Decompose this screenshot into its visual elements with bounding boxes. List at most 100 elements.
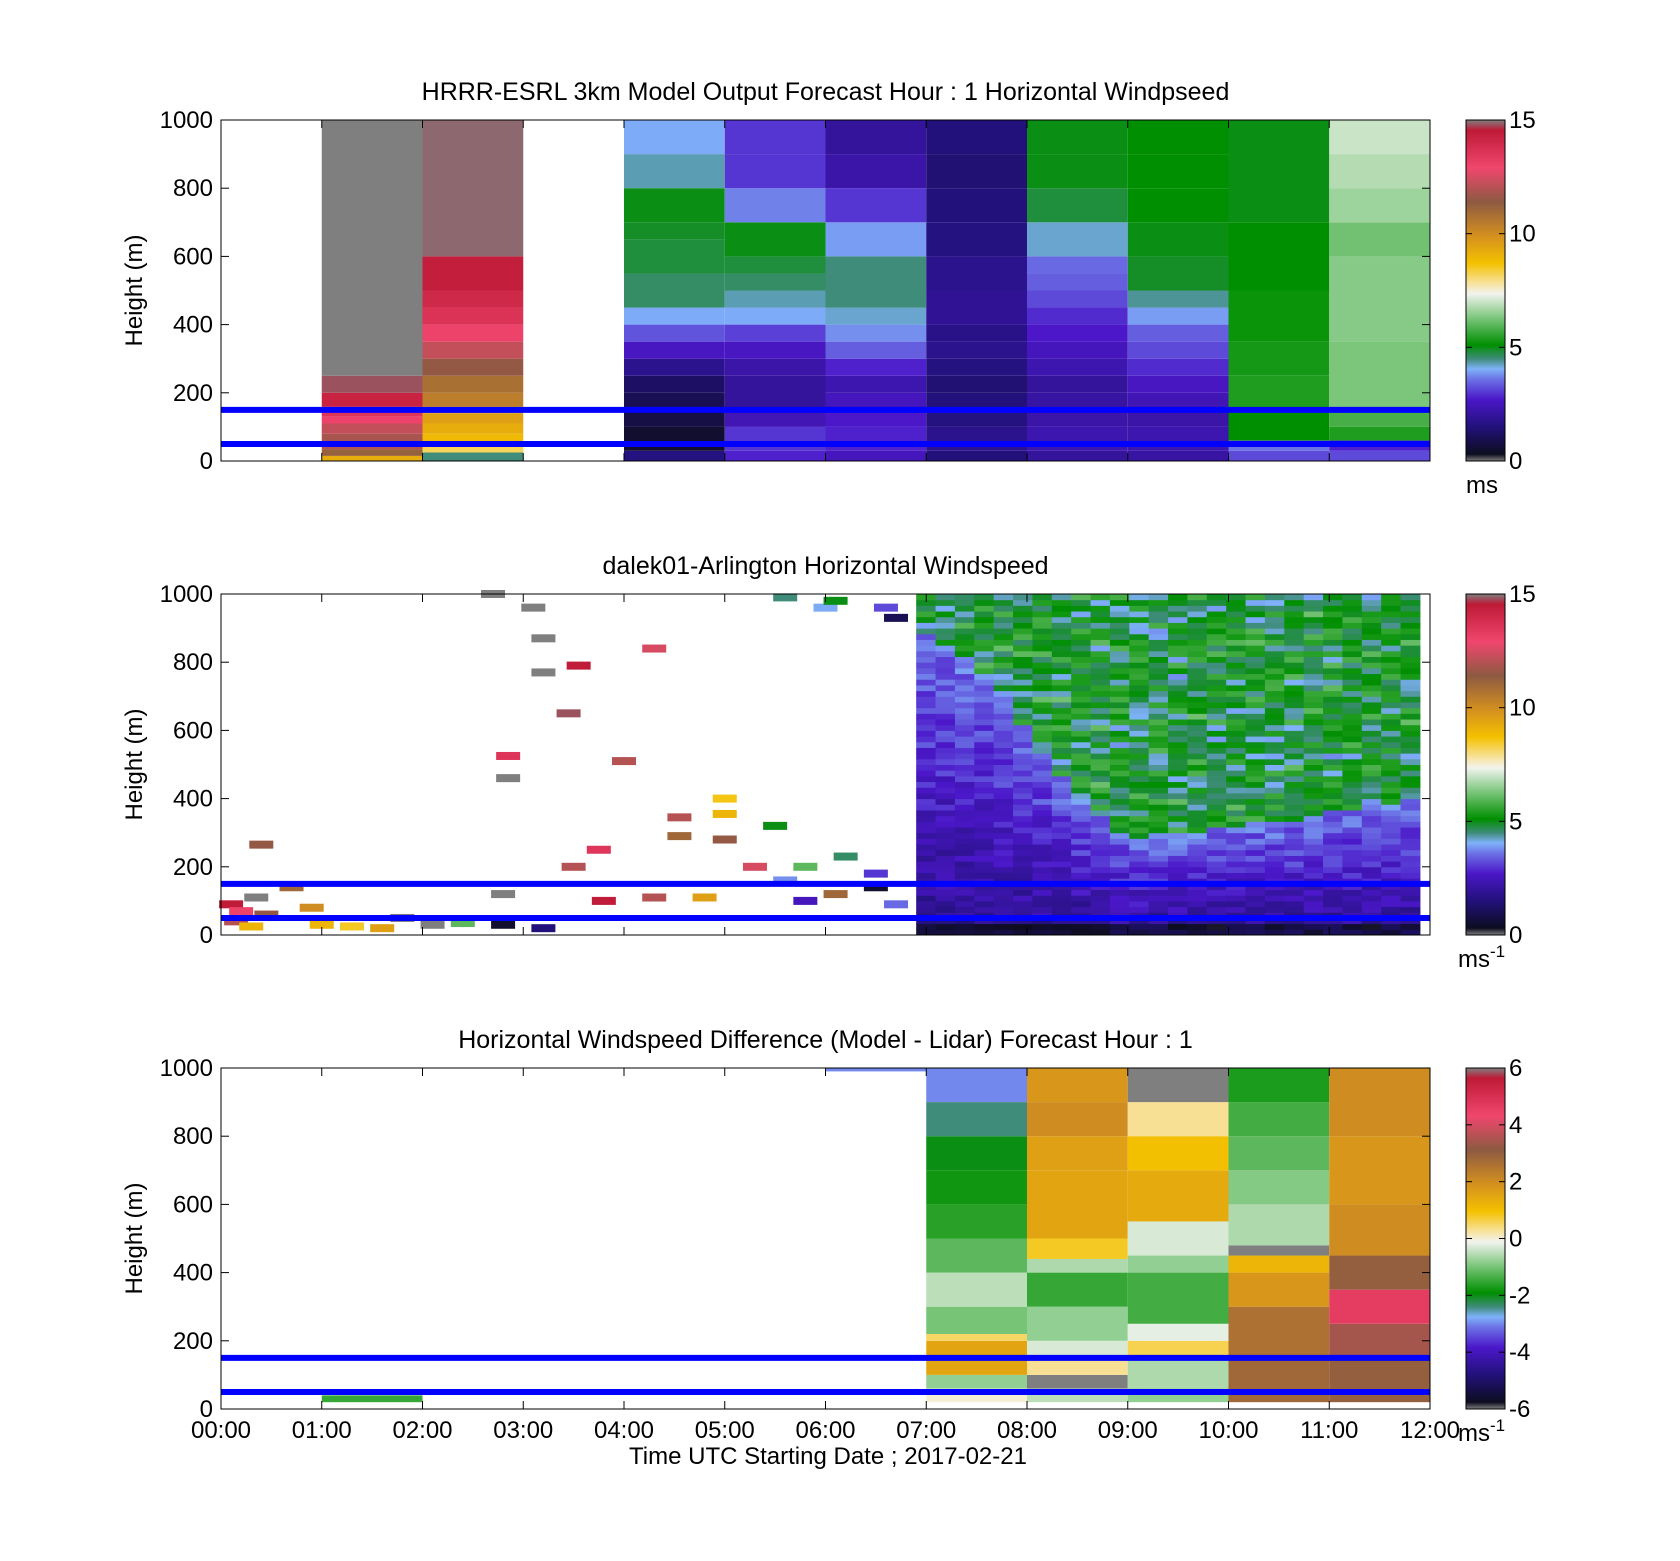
heatmap-cell [935, 633, 956, 640]
heatmap-cell [1187, 684, 1208, 692]
heatmap-cell [1032, 889, 1053, 896]
heatmap-cell [1109, 719, 1130, 726]
heatmap-cell [1303, 736, 1324, 743]
heatmap-cell [974, 929, 995, 936]
heatmap-cell [935, 929, 956, 936]
heatmap-cell [1303, 707, 1324, 714]
heatmap-cell [1206, 929, 1227, 936]
heatmap-cell [1051, 753, 1072, 760]
heatmap-cell [1342, 713, 1363, 720]
heatmap-cell [1284, 662, 1305, 669]
heatmap-cell [1206, 855, 1227, 862]
heatmap-cell [1342, 730, 1363, 737]
heatmap-cell [1090, 781, 1111, 788]
heatmap-cell [1148, 628, 1169, 635]
heatmap-cell [926, 1204, 1027, 1239]
lidar-observation [793, 896, 818, 905]
heatmap-cell [1400, 622, 1421, 629]
heatmap-cell [1303, 804, 1324, 811]
heatmap-cell [1109, 787, 1130, 794]
heatmap-cell [724, 273, 826, 291]
heatmap-cell [1013, 707, 1033, 714]
heatmap-cell [1027, 222, 1128, 257]
heatmap-cell [1129, 832, 1150, 839]
heatmap-cell [1090, 815, 1111, 822]
heatmap-cell [1090, 701, 1111, 709]
heatmap-cell [1187, 827, 1208, 834]
heatmap-cell [1226, 679, 1247, 686]
heatmap-cell [993, 787, 1014, 794]
heatmap-cell [1013, 804, 1033, 811]
heatmap-cell [1013, 690, 1033, 697]
heatmap-cell [1381, 684, 1402, 692]
heatmap-cell [1361, 758, 1382, 765]
heatmap-cell [1245, 895, 1266, 902]
heatmap-cell [993, 684, 1014, 692]
heatmap-cell [1264, 599, 1285, 606]
colorbar-unit-superscript: -1 [1490, 1416, 1505, 1435]
heatmap-cell [1264, 809, 1285, 817]
x-tick-label: 09:00 [1098, 1417, 1158, 1444]
heatmap-cell [1323, 844, 1343, 851]
heatmap-cell [1109, 929, 1130, 936]
heatmap-cell [974, 815, 995, 822]
heatmap-cell [1206, 872, 1227, 879]
heatmap-cell [1245, 713, 1266, 720]
heatmap-cell [1071, 889, 1092, 896]
heatmap-cell [954, 696, 975, 703]
heatmap-cell [1303, 719, 1324, 726]
heatmap-cell [1013, 889, 1033, 896]
heatmap-cell [1329, 120, 1430, 155]
heatmap-cell [954, 622, 975, 629]
heatmap-cell [916, 730, 937, 737]
heatmap-cell [1264, 861, 1285, 868]
heatmap-cell [916, 747, 937, 754]
heatmap-cell [1226, 730, 1247, 737]
heatmap-cell [1127, 1340, 1229, 1358]
heatmap-cell [1400, 923, 1421, 930]
heatmap-cell [1168, 605, 1188, 612]
heatmap-cell [1013, 656, 1033, 663]
heatmap-cell [1071, 690, 1092, 697]
heatmap-cell [1013, 628, 1033, 635]
heatmap-cell [1303, 844, 1324, 851]
heatmap-cell [1051, 594, 1072, 601]
heatmap-cell [1187, 758, 1208, 765]
heatmap-cell [1071, 684, 1092, 692]
heatmap-cell [1090, 616, 1111, 623]
heatmap-cell [1109, 713, 1130, 720]
heatmap-cell [1148, 616, 1169, 623]
heatmap-cell [926, 1340, 1027, 1358]
heatmap-cell [916, 701, 937, 709]
heatmap-cell [1284, 883, 1305, 891]
heatmap-cell [1206, 633, 1227, 640]
heatmap-cell [724, 426, 826, 451]
heatmap-cell [1284, 713, 1305, 720]
heatmap-cell [1342, 605, 1363, 612]
heatmap-cell [1400, 628, 1421, 635]
heatmap-cell [954, 815, 975, 822]
heatmap-cell [1032, 923, 1053, 930]
heatmap-cell [1090, 838, 1111, 845]
heatmap-cell [1129, 594, 1150, 601]
heatmap-cell [1168, 770, 1188, 777]
heatmap-cell [1264, 611, 1285, 618]
heatmap-cell [724, 120, 826, 155]
heatmap-cell [993, 605, 1014, 612]
heatmap-cell [1206, 656, 1227, 663]
heatmap-cell [1148, 656, 1169, 663]
heatmap-cell [916, 707, 937, 714]
heatmap-cell [1027, 450, 1128, 461]
heatmap-cell [1228, 1272, 1330, 1307]
heatmap-cell [1264, 690, 1285, 697]
heatmap-cell [1206, 690, 1227, 697]
heatmap-cell [974, 741, 995, 748]
heatmap-cell [1206, 832, 1227, 839]
heatmap-cell [935, 792, 956, 800]
heatmap-cell [1329, 1068, 1430, 1137]
heatmap-cell [993, 679, 1014, 686]
heatmap-cell [1400, 719, 1421, 726]
heatmap-cell [1051, 622, 1072, 629]
heatmap-cell [1400, 764, 1421, 771]
